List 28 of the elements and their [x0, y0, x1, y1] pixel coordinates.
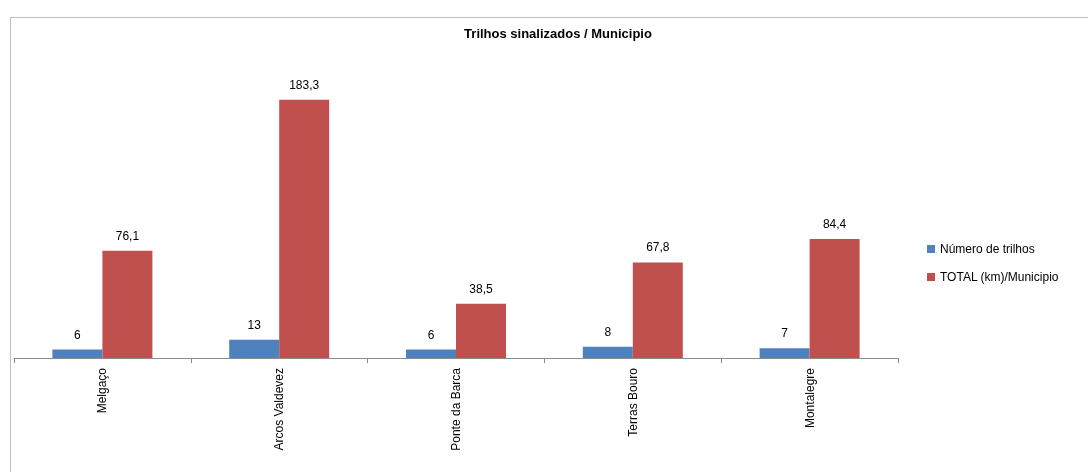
chart-title: Trilhos sinalizados / Municipio [464, 26, 652, 41]
data-label: 76,1 [115, 228, 140, 243]
x-tick-label: Montalegre [802, 367, 817, 429]
data-label: 6 [74, 327, 82, 342]
x-tick-label: Melgaço [95, 367, 110, 414]
data-label: 84,4 [822, 217, 847, 232]
bar [102, 250, 153, 358]
x-tick-label: Arcos Valdevez [272, 368, 287, 451]
x-tick-label: Terras Bouro [625, 367, 640, 437]
bar [809, 239, 860, 358]
bar [229, 339, 280, 358]
bar [406, 349, 456, 358]
data-label: 13 [247, 317, 262, 332]
bar [759, 348, 810, 358]
legend-label: TOTAL (km)/Municipio [940, 270, 1059, 284]
data-label: 8 [604, 324, 612, 339]
bar [279, 99, 330, 358]
bar [456, 303, 506, 358]
bar [632, 262, 683, 358]
legend-label: Número de trilhos [940, 242, 1035, 256]
data-label: 183,3 [289, 77, 320, 92]
x-tick-label: Ponte da Barca [449, 367, 463, 451]
data-label: 7 [781, 326, 789, 341]
data-label: 38,5 [469, 281, 493, 296]
bar [52, 349, 103, 358]
data-label: 6 [427, 327, 435, 342]
bar [582, 346, 633, 358]
data-label: 67,8 [646, 240, 670, 255]
